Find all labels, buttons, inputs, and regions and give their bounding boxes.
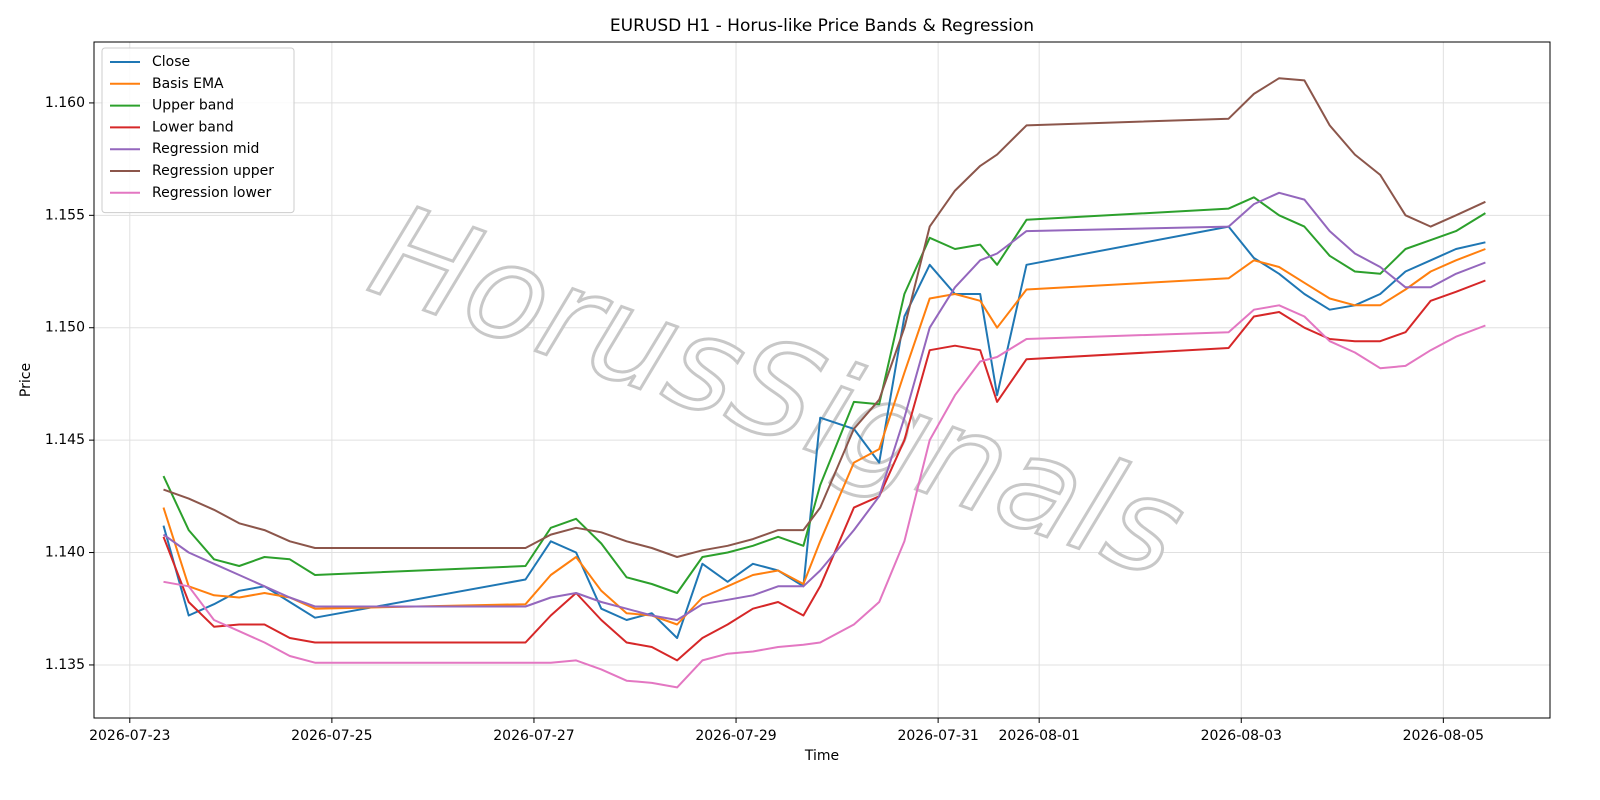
- y-tick-label: 1.145: [45, 432, 85, 448]
- y-tick-label: 1.140: [45, 545, 85, 561]
- x-tick-label: 2026-08-05: [1403, 728, 1484, 744]
- series-line: [163, 304, 1486, 689]
- x-tick-label: 2026-08-03: [1201, 728, 1282, 744]
- legend-label: Close: [152, 54, 190, 70]
- legend: Close Basis EMA Upper band Lower band Regres…: [101, 47, 295, 214]
- x-tick-label: 2026-07-31: [897, 728, 978, 744]
- y-tick-label: 1.150: [45, 320, 85, 336]
- y-axis-label: Price: [18, 363, 34, 397]
- legend-label: Basis EMA: [152, 76, 224, 92]
- plot-frame: [93, 41, 1551, 719]
- y-tick-label: 1.135: [45, 657, 85, 673]
- legend-label: Regression lower: [152, 185, 272, 201]
- series-line: [163, 77, 1486, 558]
- series-line: [162, 225, 1486, 639]
- y-tick-label: 1.160: [45, 95, 85, 111]
- legend-box: [101, 47, 295, 214]
- chart-title: EURUSD H1 - Horus-like Price Bands & Reg…: [610, 16, 1034, 36]
- legend-label: Regression mid: [152, 141, 259, 157]
- series-line: [162, 191, 1486, 621]
- x-tick-label: 2026-07-23: [89, 728, 170, 744]
- legend-label: Upper band: [152, 98, 234, 114]
- x-tick-label: 2026-07-25: [291, 728, 372, 744]
- x-tick-label: 2026-07-27: [493, 728, 574, 744]
- legend-label: Lower band: [152, 119, 234, 135]
- grid: [94, 42, 1550, 718]
- x-tick-label: 2026-08-01: [998, 728, 1079, 744]
- y-tick-label: 1.155: [45, 207, 85, 223]
- plot: [162, 77, 1486, 689]
- series-line: [162, 279, 1486, 662]
- legend-label: Regression upper: [152, 163, 274, 179]
- x-tick-label: 2026-07-29: [695, 728, 776, 744]
- x-axis-label: Time: [804, 748, 839, 764]
- series-line: [162, 196, 1486, 594]
